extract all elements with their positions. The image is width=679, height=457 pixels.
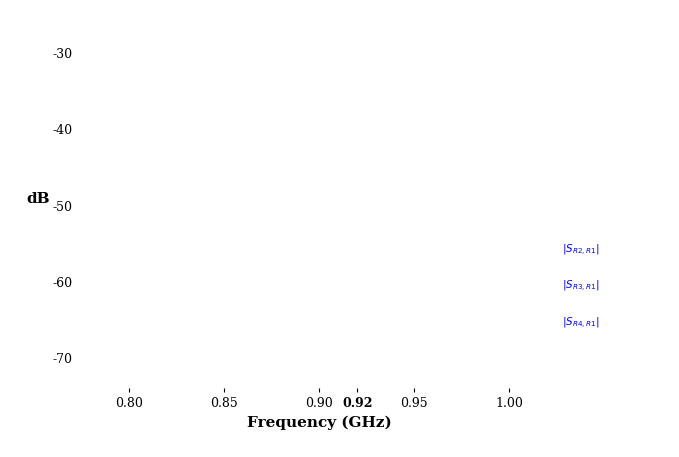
X-axis label: Frequency (GHz): Frequency (GHz) [246,416,392,430]
Text: $|S_{R2,R1}|$: $|S_{R2,R1}|$ [562,242,600,257]
Y-axis label: dB: dB [26,191,50,206]
Text: $|S_{R3,R1}|$: $|S_{R3,R1}|$ [562,279,600,293]
Text: $|S_{R4,R1}|$: $|S_{R4,R1}|$ [562,315,600,330]
